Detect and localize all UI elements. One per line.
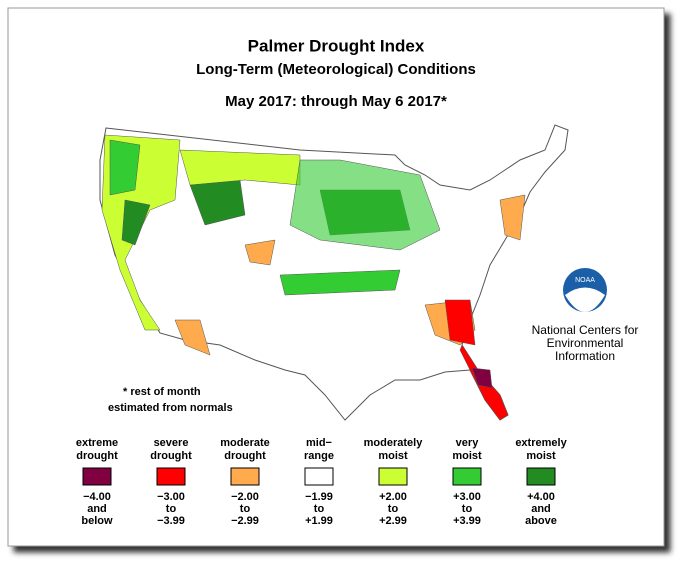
legend-range: to (166, 503, 177, 515)
region (471, 367, 493, 389)
credit: National Centers forEnvironmentalInforma… (532, 323, 639, 363)
noaa-logo: NOAA (563, 268, 607, 312)
legend-range: +2.00 (379, 491, 407, 503)
region (109, 139, 141, 196)
region (244, 239, 276, 266)
logo-text: NOAA (575, 277, 595, 284)
region (279, 269, 401, 296)
legend-name: moist (452, 450, 482, 462)
legend-name: drought (224, 450, 266, 462)
legend-swatch (304, 467, 334, 486)
legend-name: severe (154, 437, 189, 449)
legend-name: moderately (364, 437, 424, 449)
legend-name: moderate (220, 437, 270, 449)
legend-name: mid− (306, 437, 332, 449)
legend-swatch (230, 467, 260, 486)
subtitle: Long-Term (Meteorological) Conditions (196, 61, 476, 78)
legend-range: +3.99 (453, 515, 481, 527)
legend-range: −3.00 (157, 491, 185, 503)
legend-range: −3.99 (157, 515, 185, 527)
legend-range: +4.00 (527, 491, 555, 503)
legend-range: −2.00 (231, 491, 259, 503)
legend-name: moist (526, 450, 556, 462)
legend-range: above (525, 515, 557, 527)
note: * rest of month estimated from normals (108, 386, 233, 414)
legend-range: and (531, 503, 551, 515)
legend-range: to (462, 503, 473, 515)
legend-name: extreme (76, 437, 118, 449)
region (499, 194, 526, 241)
legend-name: very (456, 437, 480, 449)
legend-range: +2.99 (379, 515, 407, 527)
note-line: estimated from normals (108, 402, 233, 414)
legend-name: range (304, 450, 334, 462)
legend-swatch (452, 467, 482, 486)
legend-name: drought (76, 450, 118, 462)
legend-name: extremely (515, 437, 567, 449)
credit-line: National Centers for (532, 323, 639, 337)
region (289, 159, 441, 251)
legend-range: +1.99 (305, 515, 333, 527)
legend-range: below (81, 515, 113, 527)
region (174, 319, 211, 356)
legend-swatch (156, 467, 186, 486)
region (121, 199, 151, 246)
legend-range: to (388, 503, 399, 515)
map (99, 124, 569, 421)
credit-line: Environmental (547, 336, 624, 350)
region (444, 299, 476, 346)
region (179, 149, 301, 186)
legend-range: −1.99 (305, 491, 333, 503)
legend-range: to (314, 503, 325, 515)
legend-range: and (87, 503, 107, 515)
legend-range: −2.99 (231, 515, 259, 527)
period: May 2017: through May 6 2017* (225, 93, 447, 110)
legend-range: to (240, 503, 251, 515)
note-line: * rest of month (123, 386, 201, 398)
legend-name: drought (150, 450, 192, 462)
legend-name: moist (378, 450, 408, 462)
credit-line: Information (555, 349, 615, 363)
legend-swatch (378, 467, 408, 486)
legend-swatch (82, 467, 112, 486)
legend-range: −4.00 (83, 491, 111, 503)
legend-range: +3.00 (453, 491, 481, 503)
title: Palmer Drought Index (248, 36, 425, 55)
logo-wave (565, 287, 605, 312)
legend: extremedrought−4.00andbelowseveredrought… (76, 437, 568, 527)
legend-swatch (526, 467, 556, 486)
